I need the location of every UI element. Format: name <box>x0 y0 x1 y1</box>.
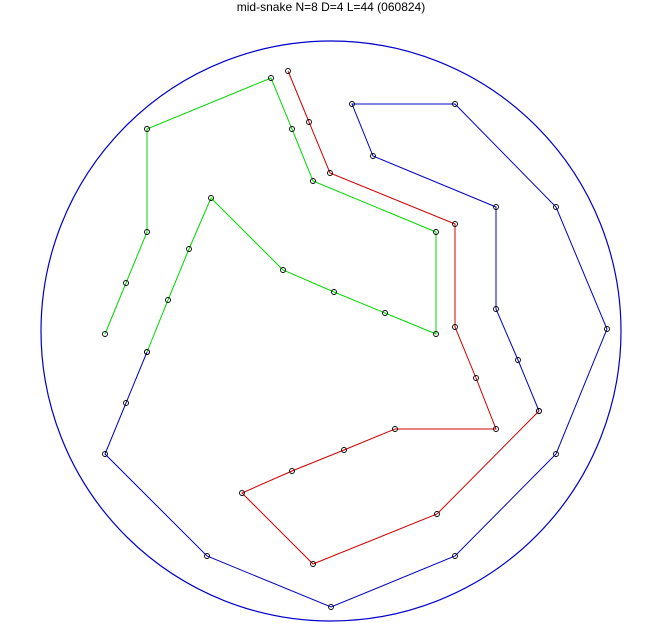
snake-node <box>493 426 499 432</box>
snake-node <box>310 178 316 184</box>
snake-node <box>123 400 129 406</box>
snake-node <box>144 349 150 355</box>
blue-snake-segment <box>104 103 608 608</box>
snake-node <box>452 324 458 330</box>
snake-node <box>328 604 334 610</box>
snake-node <box>553 204 559 210</box>
snake-node <box>289 468 295 474</box>
snake-node <box>186 246 192 252</box>
boundary-circle <box>40 40 622 622</box>
snake-node <box>204 553 210 559</box>
snake-node <box>123 280 129 286</box>
snake-node <box>515 357 521 363</box>
snake-node <box>102 331 108 337</box>
snake-node <box>102 451 108 457</box>
snake-node <box>382 310 388 316</box>
snake-node <box>331 289 337 295</box>
snake-node <box>452 101 458 107</box>
snake-node <box>306 119 312 125</box>
snake-node <box>144 229 150 235</box>
green-snake-segment <box>104 77 437 353</box>
snake-node <box>165 297 171 303</box>
snake-node <box>370 153 376 159</box>
snake-node <box>349 101 355 107</box>
snake-node <box>452 221 458 227</box>
snake-node <box>268 75 274 81</box>
snake-node <box>493 204 499 210</box>
snake-node <box>433 229 439 235</box>
snake-node <box>473 375 479 381</box>
snake-node <box>289 126 295 132</box>
snake-node <box>208 195 214 201</box>
snake-node <box>310 561 316 567</box>
snake-node <box>452 553 458 559</box>
snake-node <box>239 490 245 496</box>
snake-node <box>341 447 347 453</box>
figure-title: mid-snake N=8 D=4 L=44 (060824) <box>236 0 426 14</box>
snake-node <box>433 331 439 337</box>
snake-node <box>285 68 291 74</box>
snake-node <box>604 326 610 332</box>
snake-node <box>434 511 440 517</box>
snake-node <box>536 408 542 414</box>
snake-node <box>392 426 398 432</box>
red-snake-segment <box>241 70 540 565</box>
snake-node <box>493 306 499 312</box>
snake-node <box>144 126 150 132</box>
snake-node <box>553 451 559 457</box>
snake-node <box>280 267 286 273</box>
snake-node <box>327 170 333 176</box>
